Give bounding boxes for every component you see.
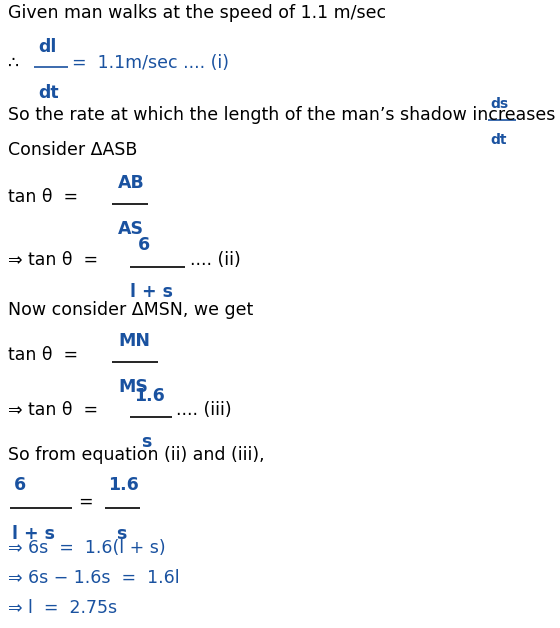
Text: Given man walks at the speed of 1.1 m/sec: Given man walks at the speed of 1.1 m/se… <box>8 4 386 22</box>
Text: ∴: ∴ <box>8 54 19 72</box>
Text: s: s <box>116 525 127 543</box>
Text: MS: MS <box>118 378 148 396</box>
Text: s: s <box>141 433 151 451</box>
Text: 1.6: 1.6 <box>108 476 139 494</box>
Text: ⇒ l  =  2.75s: ⇒ l = 2.75s <box>8 599 117 617</box>
Text: tan θ  =: tan θ = <box>8 346 78 364</box>
Text: ⇒ 6s − 1.6s  =  1.6l: ⇒ 6s − 1.6s = 1.6l <box>8 569 180 587</box>
Text: So from equation (ii) and (iii),: So from equation (ii) and (iii), <box>8 446 265 464</box>
Text: dl: dl <box>38 38 57 56</box>
Text: 6: 6 <box>14 476 26 494</box>
Text: 1.6: 1.6 <box>134 387 165 405</box>
Text: ⇒ 6s  =  1.6(l + s): ⇒ 6s = 1.6(l + s) <box>8 539 166 557</box>
Text: AS: AS <box>118 220 144 238</box>
Text: dt: dt <box>38 84 59 102</box>
Text: 6: 6 <box>138 236 150 254</box>
Text: .... (ii): .... (ii) <box>190 251 241 269</box>
Text: ds: ds <box>490 97 508 111</box>
Text: =  1.1m/sec .... (i): = 1.1m/sec .... (i) <box>72 54 229 72</box>
Text: ⇒ tan θ  =: ⇒ tan θ = <box>8 251 98 269</box>
Text: Now consider ΔMSN, we get: Now consider ΔMSN, we get <box>8 301 253 319</box>
Text: MN: MN <box>118 332 150 350</box>
Text: So the rate at which the length of the man’s shadow increases will be: So the rate at which the length of the m… <box>8 106 560 124</box>
Text: ⇒ tan θ  =: ⇒ tan θ = <box>8 401 98 419</box>
Text: Consider ΔASB: Consider ΔASB <box>8 141 137 159</box>
Text: =: = <box>78 493 92 511</box>
Text: .... (iii): .... (iii) <box>176 401 232 419</box>
Text: l + s: l + s <box>130 283 173 301</box>
Text: dt: dt <box>490 133 506 147</box>
Text: l + s: l + s <box>12 525 55 543</box>
Text: tan θ  =: tan θ = <box>8 188 78 206</box>
Text: AB: AB <box>118 174 144 192</box>
